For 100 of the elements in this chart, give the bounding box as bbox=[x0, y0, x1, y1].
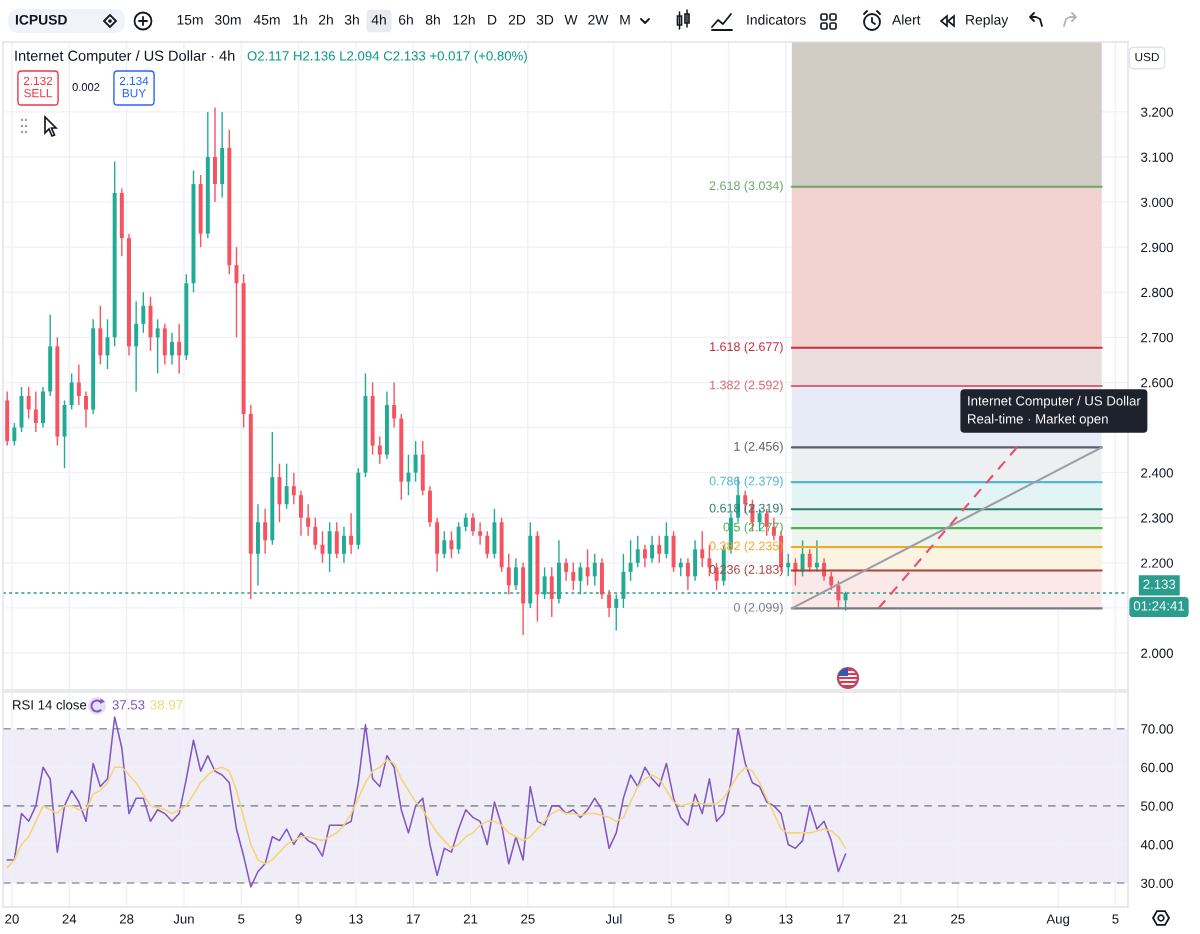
candlestick bbox=[170, 332, 174, 366]
y-tick-label: 2.600 bbox=[1141, 378, 1173, 388]
candlestick bbox=[829, 571, 834, 591]
series-label: 1.382 (2.592) bbox=[710, 380, 783, 392]
chart-title: RSI 14 close bbox=[13, 699, 87, 710]
annotation: 2.132 SELL bbox=[23, 76, 53, 98]
y-tick-label: 2.200 bbox=[1141, 558, 1173, 568]
x-tick-label: 13 bbox=[349, 914, 363, 924]
x-tick-label: 9 bbox=[725, 914, 732, 924]
x-tick-label: 5 bbox=[668, 914, 675, 924]
text: M bbox=[620, 15, 630, 25]
series-label: 1.618 (2.677) bbox=[710, 341, 783, 354]
x-tick-label: 25 bbox=[951, 914, 965, 924]
candlestick bbox=[327, 521, 332, 573]
candlestick bbox=[291, 471, 296, 505]
x-tick-label: 9 bbox=[295, 914, 302, 924]
series-label: 0 (2.099) bbox=[733, 602, 783, 615]
text: 45m bbox=[253, 15, 280, 25]
candlestick bbox=[442, 530, 447, 560]
annotation: 2.134 BUY bbox=[119, 76, 149, 98]
text: O2.117 H2.136 L2.094 C2.133 +0.017 (+0.80%) bbox=[247, 50, 527, 64]
text: 2W bbox=[588, 14, 609, 25]
text: D bbox=[488, 15, 497, 25]
text: W bbox=[564, 15, 578, 25]
x-tick-label: Aug bbox=[1046, 914, 1070, 927]
candlestick bbox=[284, 462, 289, 510]
y-tick-label: 2.900 bbox=[1141, 242, 1173, 253]
y-tick-label: 3.100 bbox=[1141, 152, 1173, 162]
candlestick bbox=[306, 503, 311, 537]
candlestick bbox=[470, 512, 475, 537]
y-tick-label: 50.00 bbox=[1141, 801, 1173, 811]
candlestick bbox=[299, 489, 303, 537]
candlestick bbox=[836, 580, 841, 609]
y-tick-label: 2.800 bbox=[1141, 287, 1173, 298]
candlestick bbox=[685, 557, 690, 591]
candlestick bbox=[406, 453, 411, 496]
candlestick bbox=[69, 372, 74, 411]
candlestick bbox=[549, 566, 554, 618]
annotation: Internet Computer / US Dollar Real-time · Market open bbox=[968, 395, 1141, 427]
y-axis-title: USD bbox=[1135, 52, 1159, 62]
text: 30m bbox=[215, 14, 241, 25]
candlestick bbox=[571, 562, 576, 591]
line-series bbox=[6, 758, 847, 869]
x-tick-label: 13 bbox=[779, 914, 793, 924]
candlestick bbox=[33, 390, 38, 433]
candlestick bbox=[26, 386, 31, 420]
candlestick bbox=[564, 557, 569, 582]
text: Replay bbox=[966, 14, 1009, 28]
candlestick bbox=[456, 521, 461, 555]
y-tick-label: 3.000 bbox=[1141, 197, 1173, 207]
text: 2h bbox=[318, 14, 333, 25]
candlestick bbox=[585, 548, 590, 587]
x-tick-label: 5 bbox=[238, 914, 245, 924]
candlestick bbox=[628, 539, 633, 582]
candlestick bbox=[664, 521, 669, 560]
text: Indicators bbox=[747, 14, 806, 25]
y-tick-label: 2.700 bbox=[1141, 332, 1173, 343]
text: 8h bbox=[425, 14, 440, 25]
candlestick bbox=[413, 440, 418, 483]
text: Internet Computer / US Dollar · 4h bbox=[15, 50, 235, 64]
candlestick bbox=[12, 422, 17, 447]
text: 01:24:41 bbox=[1133, 601, 1185, 611]
y-tick-label: 30.00 bbox=[1141, 878, 1173, 888]
x-tick-label: 25 bbox=[521, 914, 535, 924]
candlestick bbox=[313, 517, 318, 551]
candlestick bbox=[592, 553, 597, 587]
x-tick-label: 5 bbox=[1112, 914, 1119, 924]
x-tick-label: Jun bbox=[173, 914, 194, 924]
candlestick bbox=[141, 291, 146, 334]
x-tick-label: 20 bbox=[5, 914, 19, 924]
annotation: 37.53 bbox=[112, 700, 145, 710]
candlestick bbox=[843, 591, 848, 612]
text: 3D bbox=[536, 14, 554, 25]
candlestick bbox=[463, 512, 468, 532]
series-label: 1 (2.456) bbox=[734, 441, 783, 454]
line-series bbox=[6, 716, 847, 888]
candlestick bbox=[263, 508, 268, 555]
candlestick bbox=[134, 300, 139, 393]
annotation: 38.97 bbox=[150, 700, 183, 710]
x-tick-label: 28 bbox=[119, 914, 134, 924]
text: ICPUSD bbox=[15, 14, 67, 25]
candlestick bbox=[650, 535, 655, 564]
candlestick bbox=[341, 526, 346, 564]
x-tick-label: 21 bbox=[893, 914, 908, 924]
text: 2D bbox=[508, 14, 526, 25]
candlestick bbox=[513, 557, 518, 591]
candlestick bbox=[542, 566, 547, 600]
y-tick-label: 70.00 bbox=[1141, 724, 1173, 734]
candlestick bbox=[657, 535, 662, 564]
annotation: 0.002 bbox=[72, 83, 100, 91]
y-tick-label: 3.200 bbox=[1141, 107, 1173, 117]
x-tick-label: 21 bbox=[463, 914, 478, 924]
x-tick-label: 17 bbox=[836, 914, 850, 924]
x-tick-label: Jul bbox=[605, 913, 622, 924]
text: 15m bbox=[177, 15, 203, 25]
candlestick bbox=[449, 530, 454, 560]
y-tick-label: 2.400 bbox=[1141, 468, 1173, 478]
candlestick bbox=[377, 435, 382, 465]
text: 3h bbox=[344, 14, 359, 25]
candlestick bbox=[478, 521, 483, 546]
